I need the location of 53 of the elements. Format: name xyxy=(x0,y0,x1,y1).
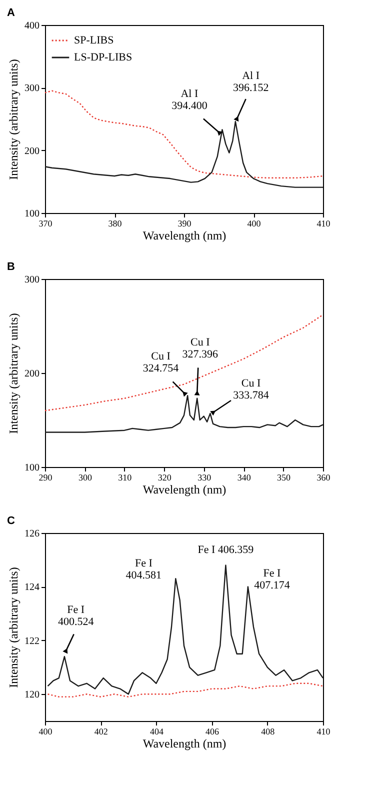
annotation: Cu I 324.754 xyxy=(142,350,180,375)
x-tick-label: 406 xyxy=(206,726,220,736)
y-tick-label: 100 xyxy=(24,208,40,220)
legend-label: SP-LIBS xyxy=(74,34,114,46)
x-tick-label: 410 xyxy=(316,218,331,228)
y-tick-label: 100 xyxy=(24,462,40,474)
x-tick-label: 408 xyxy=(261,726,276,736)
x-tick-label: 340 xyxy=(237,472,252,482)
x-tick-label: 310 xyxy=(118,472,132,482)
annotation: Cu I 333.784 xyxy=(233,377,270,402)
chart-title: A xyxy=(7,7,15,19)
y-tick-label: 124 xyxy=(24,582,40,594)
annotation: Al I 394.400 xyxy=(172,88,208,112)
y-axis-title: Intensity (arbitrary units) xyxy=(6,313,20,434)
annotation: Fe I 400.524 xyxy=(58,604,94,628)
x-axis-title: Wavelength (nm) xyxy=(142,736,226,750)
x-tick-label: 290 xyxy=(38,472,53,482)
x-tick-label: 404 xyxy=(150,726,164,736)
y-tick-label: 300 xyxy=(24,274,40,286)
x-tick-label: 320 xyxy=(158,472,172,482)
line-series xyxy=(44,90,324,179)
y-tick-label: 120 xyxy=(24,690,40,701)
x-tick-label: 300 xyxy=(78,472,92,482)
y-tick-label: 126 xyxy=(24,528,40,540)
chart-title: B xyxy=(7,261,15,273)
x-axis-title: Wavelength (nm) xyxy=(142,482,226,496)
legend-label: LS-DP-LIBS xyxy=(74,52,132,64)
x-axis-title: Wavelength (nm) xyxy=(142,228,226,242)
x-tick-label: 380 xyxy=(108,218,122,228)
annotation: Fe I 404.581 xyxy=(126,558,162,582)
annotation: Al I 396.152 xyxy=(232,70,269,94)
y-tick-label: 400 xyxy=(24,20,40,32)
x-tick-label: 410 xyxy=(316,726,331,736)
x-tick-label: 400 xyxy=(38,726,53,736)
annotation: Fe I 407.174 xyxy=(254,568,290,592)
x-tick-label: 360 xyxy=(316,472,331,482)
annotation: Cu I 327.396 xyxy=(182,336,218,361)
y-axis-title: Intensity (arbitrary units) xyxy=(6,59,20,180)
y-tick-label: 300 xyxy=(24,83,40,94)
x-tick-label: 330 xyxy=(198,472,212,482)
x-tick-label: 370 xyxy=(38,218,53,228)
line-series xyxy=(44,314,324,412)
x-tick-label: 350 xyxy=(277,472,292,482)
annotation: Fe I 406.359 xyxy=(198,544,254,556)
x-tick-label: 402 xyxy=(94,726,108,736)
y-tick-label: 200 xyxy=(24,368,40,380)
chart-title: C xyxy=(7,515,15,527)
y-axis-title: Intensity (arbitrary units) xyxy=(6,567,20,688)
y-tick-label: 122 xyxy=(24,636,40,647)
x-tick-label: 390 xyxy=(178,218,192,228)
x-tick-label: 400 xyxy=(247,218,262,228)
y-tick-label: 200 xyxy=(24,146,40,157)
line-series xyxy=(47,682,324,698)
